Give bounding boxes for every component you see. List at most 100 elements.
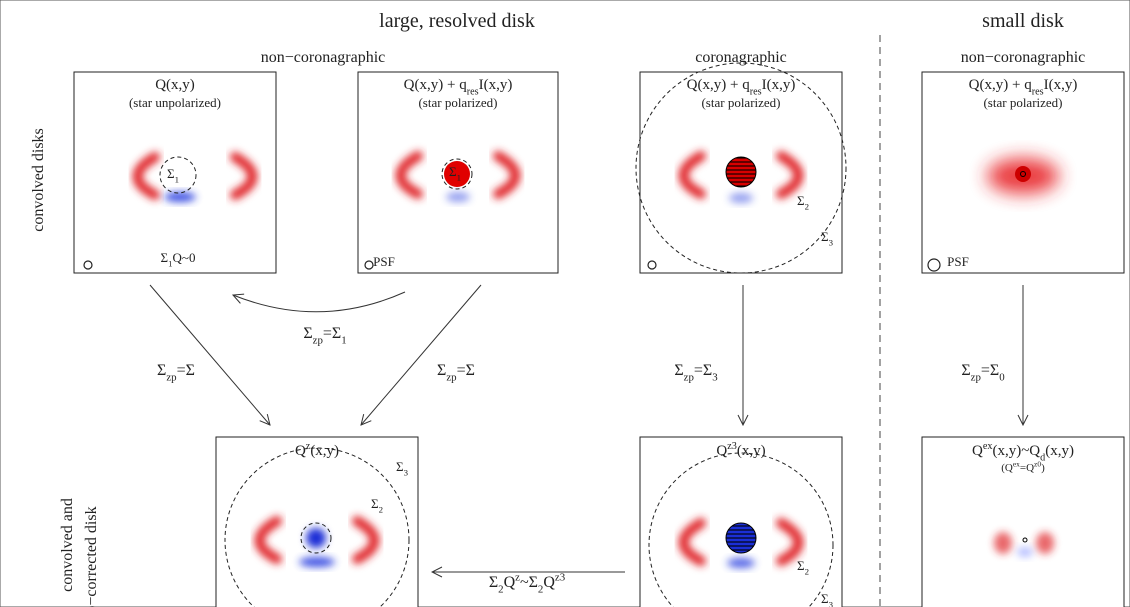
panel-label: Σ3 (821, 229, 834, 248)
arrow-label: Σzp=Σ3 (674, 362, 718, 384)
arrow-label-part: zp (446, 372, 457, 384)
psf (83, 260, 93, 270)
panel-label-part: 1 (457, 173, 461, 183)
arrow-label-part: Σ (437, 362, 446, 379)
panel-label-part: Σ (449, 164, 457, 179)
panel-label-part: Σ (371, 496, 379, 511)
arrow-label-part: Σ (489, 574, 498, 591)
arrow-label-part: 1 (341, 335, 346, 347)
panel-title: Q(x,y) + qresI(x,y) (404, 77, 513, 97)
arrow-label-part: Σ (961, 362, 970, 379)
aperture (159, 156, 197, 194)
arrow-label-part: Σ (303, 325, 312, 342)
column-title: non−coronagraphic (261, 49, 386, 66)
column-title: coronagraphic (695, 49, 787, 66)
aperture (441, 158, 473, 190)
disk-lobe (254, 516, 282, 564)
panel-title-part: Q(x,y) (155, 77, 195, 93)
panel-subtitle-part: ) (1041, 462, 1045, 474)
disk-lobe (493, 151, 521, 199)
panel-subtitle-part: =Q (1020, 462, 1034, 474)
star-dot (1022, 537, 1028, 543)
panel (639, 436, 843, 607)
arrow-label-part: Q (543, 574, 555, 591)
arrow-label-part: 3 (712, 372, 718, 384)
arrow-label: Σzp=Σ0 (961, 362, 1005, 384)
arrow-label-part: zp (313, 335, 324, 347)
panel-title-part: Q(x,y) + q (687, 77, 751, 93)
arrow-label-part: Σ (674, 362, 683, 379)
panel-title-part: Q(x,y) + q (969, 77, 1033, 93)
panel-title-part: I(x,y) (762, 77, 796, 93)
panel-label: Σ2 (797, 558, 809, 577)
arrow-label-part: ~Σ (520, 574, 538, 591)
panel-subtitle: (star unpolarized) (129, 95, 221, 110)
panel-title: Qz3(x,y) (716, 441, 765, 459)
row-label: convolved and (59, 498, 76, 592)
panel-label: PSF (947, 254, 969, 269)
panel (215, 436, 419, 607)
disk-lobe (352, 516, 380, 564)
panel-title-part: z3 (727, 441, 737, 452)
row-label: p−corrected disk (83, 506, 100, 607)
arrow-label: Σzp=Σ (157, 362, 195, 384)
arrow-label-part: =Σ (981, 362, 999, 379)
panel-title-part: (x,y) (737, 443, 766, 459)
disk-lobe (132, 152, 160, 200)
panel-label: Σ3 (821, 591, 834, 607)
panel (73, 71, 277, 274)
panel-label: Σ1 (449, 164, 461, 183)
panel-label-part: 2 (805, 567, 809, 577)
arrow-label-part: =Σ (457, 362, 475, 379)
arrow-label-part: =Σ (694, 362, 712, 379)
panel-label-part: 1 (175, 175, 179, 185)
panel-title-part: res (750, 86, 762, 97)
panel-label-part: Σ (396, 459, 404, 474)
psf (364, 260, 374, 270)
arrow (361, 284, 482, 425)
arrow (233, 291, 406, 313)
panel-subtitle-part: (star polarized) (701, 95, 780, 110)
panel-subtitle: (Qex=Qz0) (1001, 460, 1045, 474)
star (444, 161, 470, 187)
panel-title: Qz(x,y) (295, 441, 339, 459)
panel-label-part: 3 (404, 468, 409, 478)
panel-title-part: I(x,y) (1044, 77, 1078, 93)
panel-title-part: res (1032, 86, 1044, 97)
panel-title-part: (x,y)~Q (992, 443, 1040, 459)
panel-title: Q(x,y) (155, 77, 195, 93)
arrow-label-part: 0 (999, 372, 1005, 384)
panel-title: Qex(x,y)~Qd(x,y) (972, 441, 1074, 463)
group-title: small disk (982, 10, 1064, 32)
panel-title: Q(x,y) + qresI(x,y) (687, 77, 796, 97)
disk-blue (299, 557, 335, 567)
panel-subtitle-part: (Q (1001, 462, 1013, 474)
panel-label-part: PSF (947, 254, 969, 269)
disk-blue (164, 192, 196, 202)
arrow-label-part: Q (504, 574, 516, 591)
panel-label-part: Σ (821, 591, 829, 606)
column-title: non−coronagraphic (961, 49, 1086, 66)
panel-label-part: 1 (168, 259, 172, 269)
panel-label: Σ2 (797, 193, 809, 212)
star-dot (1020, 171, 1026, 177)
panel-title-part: z (306, 441, 311, 452)
panel-subtitle-part: ex (1013, 460, 1020, 469)
panel-subtitle: (star polarized) (418, 95, 497, 110)
panel-label-part: Σ (167, 166, 175, 181)
arrow (149, 284, 270, 425)
panel-label-part: 3 (829, 600, 834, 607)
panel-label-part: Σ (797, 193, 805, 208)
group-title: large, resolved disk (379, 10, 535, 32)
disk-blue (729, 193, 753, 203)
row-label: convolved disks (30, 128, 47, 232)
disk-blue (1017, 547, 1033, 557)
panel-title-part: I(x,y) (479, 77, 513, 93)
panel-label: PSF (373, 254, 395, 269)
panel-title-part: res (467, 86, 479, 97)
mask (725, 522, 757, 554)
panel-label-part: Σ (161, 250, 169, 265)
panel-title-part: Q (295, 443, 306, 459)
disk-lobe (230, 152, 258, 200)
